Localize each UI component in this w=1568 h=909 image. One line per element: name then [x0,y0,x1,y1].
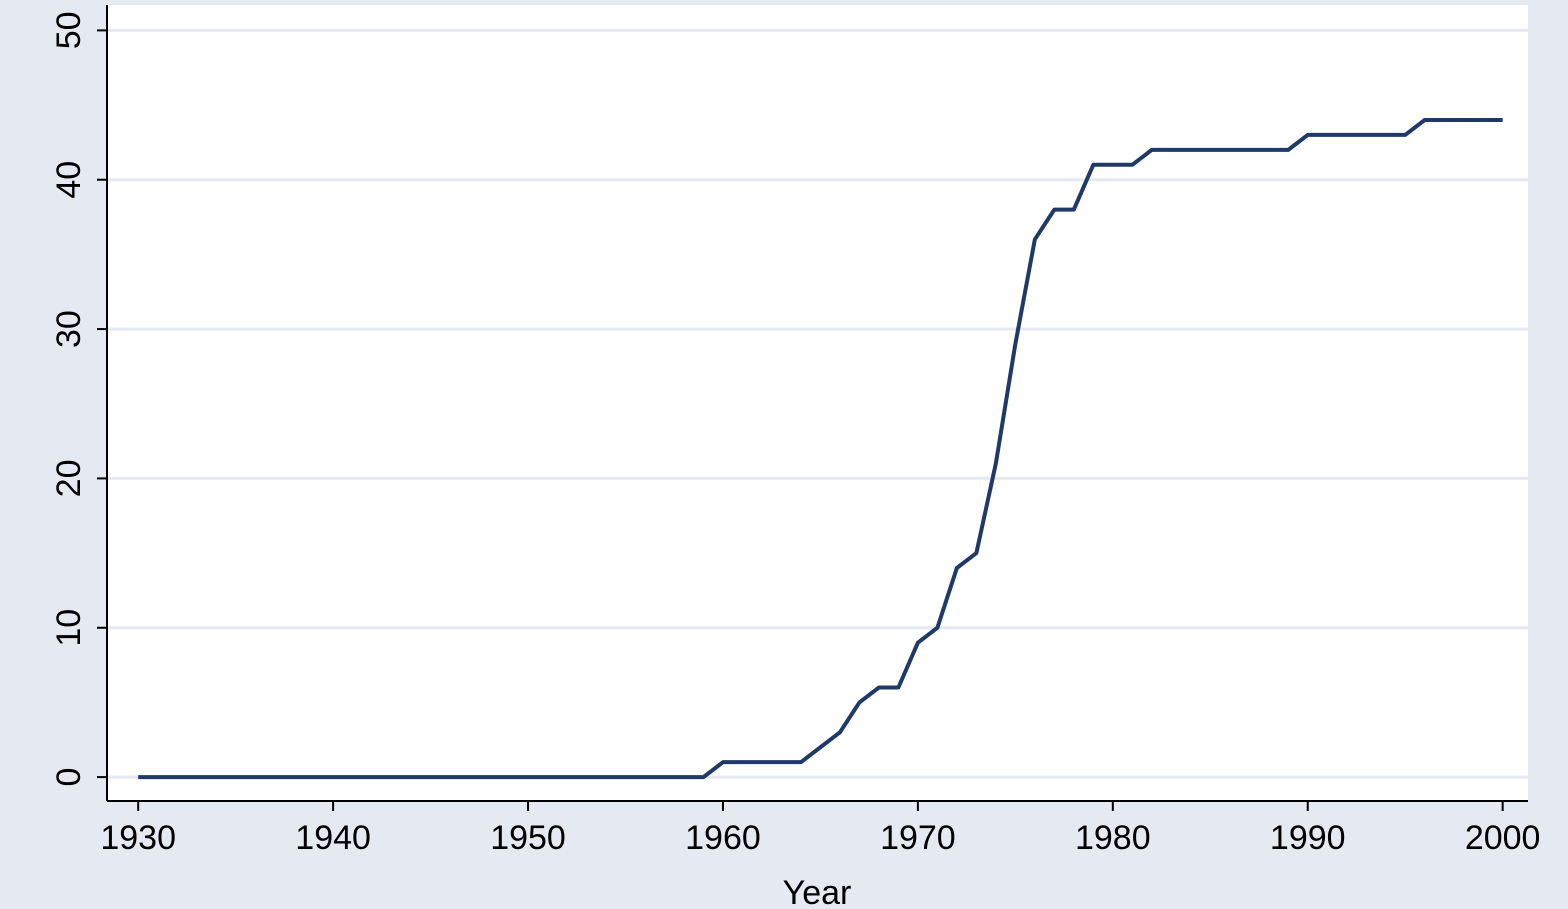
x-tick-label: 1980 [1075,819,1151,857]
x-axis-title: Year [783,874,852,909]
y-tick-label: 50 [50,11,88,49]
x-tick-label: 1940 [295,819,371,857]
x-tick-label: 1960 [685,819,761,857]
y-tick-label: 30 [50,310,88,348]
x-tick-label: 1970 [880,819,956,857]
y-tick-label: 0 [50,768,88,787]
y-tick-label: 20 [50,460,88,498]
plot-area [107,5,1528,801]
data-line [138,117,1503,780]
x-tick-label: 2000 [1465,819,1541,857]
x-tick-label: 1930 [100,819,176,857]
x-tick-label: 1950 [490,819,566,857]
y-tick-label: 10 [50,609,88,647]
x-tick-label: 1990 [1270,819,1346,857]
y-tick-label: 40 [50,161,88,199]
